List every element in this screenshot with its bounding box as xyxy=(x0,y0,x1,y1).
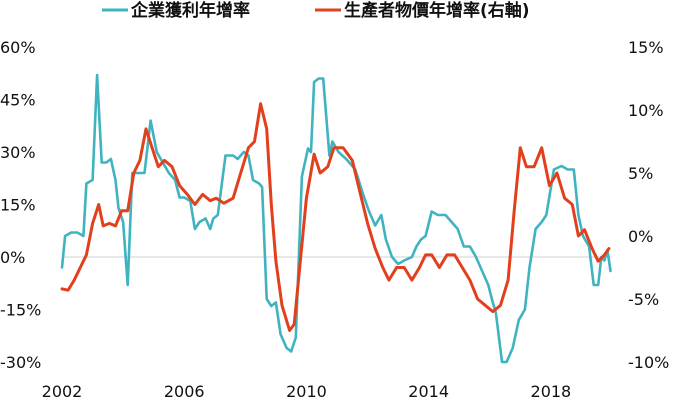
profit-growth-line xyxy=(60,73,612,364)
x-tick-label: 2018 xyxy=(531,382,572,401)
x-tick-label: 2014 xyxy=(408,382,449,401)
x-tick-label: 2006 xyxy=(164,382,205,401)
series-group xyxy=(60,73,612,364)
x-tick-label: 2002 xyxy=(42,382,83,401)
legend-label-profit: 企業獲利年增率 xyxy=(130,0,250,21)
y-left-tick-label: 30% xyxy=(0,143,36,162)
ppi-growth-line xyxy=(60,102,611,332)
y-left-tick-label: -30% xyxy=(0,353,41,372)
y-right-tick-label: -5% xyxy=(628,290,659,309)
y-right-tick-label: 5% xyxy=(628,164,653,183)
right-axis: 15% 10% 5% 0% -5% -10% xyxy=(628,38,669,372)
y-left-tick-label: 60% xyxy=(0,38,36,57)
x-tick-label: 2010 xyxy=(286,382,327,401)
y-right-tick-label: 10% xyxy=(628,101,664,120)
y-left-tick-label: 0% xyxy=(0,248,25,267)
legend: 企業獲利年增率 生產者物價年增率(右軸) xyxy=(102,0,530,21)
y-right-tick-label: -10% xyxy=(628,353,669,372)
y-left-tick-label: 15% xyxy=(0,196,36,215)
left-axis: 60% 45% 30% 15% 0% -15% -30% xyxy=(0,38,41,372)
y-right-tick-label: 15% xyxy=(628,38,664,57)
x-axis: 2002 2006 2010 2014 2018 xyxy=(42,382,572,401)
y-right-tick-label: 0% xyxy=(628,227,653,246)
y-left-tick-label: -15% xyxy=(0,301,41,320)
y-left-tick-label: 45% xyxy=(0,91,36,110)
legend-label-ppi: 生產者物價年增率(右軸) xyxy=(344,0,530,21)
